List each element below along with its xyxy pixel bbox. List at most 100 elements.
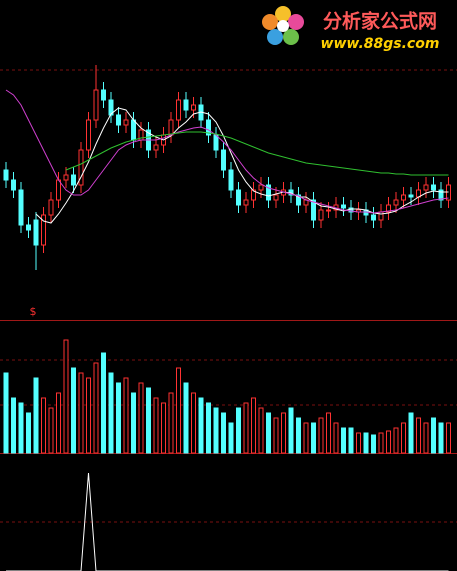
- volume-bar: [56, 392, 61, 454]
- candle-body: [296, 194, 301, 206]
- volume-bar: [401, 422, 406, 454]
- candle-body: [3, 169, 9, 181]
- candle-body: [63, 174, 69, 181]
- volume-bar: [153, 397, 159, 454]
- volume-bar: [78, 372, 84, 454]
- volume-bar: [446, 422, 451, 454]
- volume-bar: [251, 397, 256, 454]
- volume-bar: [131, 392, 136, 454]
- candle-body: [228, 169, 234, 191]
- candle-body: [408, 194, 414, 198]
- volume-bar: [378, 432, 384, 454]
- candle-body: [386, 204, 391, 213]
- volume-bar: [273, 417, 279, 454]
- candle-body: [311, 199, 316, 221]
- candle-body: [183, 99, 189, 111]
- candle-body: [123, 119, 129, 126]
- volume-bar: [318, 417, 324, 454]
- volume-bar: [408, 412, 414, 454]
- volume-bar: [26, 412, 31, 454]
- moving-average: [65, 131, 449, 176]
- candle-body: [18, 189, 24, 226]
- volume-bar: [333, 422, 339, 454]
- volume-bar: [138, 382, 144, 454]
- volume-bar: [48, 407, 54, 454]
- volume-bar: [221, 412, 226, 454]
- volume-bar: [303, 422, 309, 454]
- candle-body: [86, 119, 91, 151]
- volume-bar: [341, 427, 346, 454]
- candle-body: [438, 189, 444, 201]
- volume-bar: [116, 382, 121, 454]
- volume-bar: [266, 412, 271, 454]
- volume-bar: [206, 402, 211, 454]
- candle-body: [101, 89, 106, 101]
- candle-body: [431, 184, 436, 191]
- volume-bar: [281, 412, 286, 454]
- candle-body: [56, 179, 61, 201]
- volume-bar: [123, 377, 129, 454]
- volume-bar: [191, 392, 196, 454]
- volume-bar: [213, 407, 219, 454]
- volume-bar: [101, 352, 106, 454]
- candle-body: [48, 199, 54, 216]
- candle-body: [131, 119, 136, 141]
- volume-bar: [198, 397, 204, 454]
- watermark-url: www.88gs.com: [321, 36, 440, 52]
- volume-bar: [431, 417, 436, 454]
- volume-bar: [161, 402, 166, 454]
- volume-bar: [371, 434, 376, 454]
- volume-bar: [86, 377, 91, 454]
- candle-body: [41, 214, 46, 246]
- candle-body: [206, 119, 211, 136]
- volume-bar: [356, 432, 361, 454]
- volume-bar: [236, 407, 241, 454]
- candle-body: [371, 214, 376, 221]
- candle-body: [33, 219, 39, 246]
- volume-bar: [288, 407, 294, 454]
- candle-body: [191, 104, 196, 111]
- candle-body: [273, 194, 279, 201]
- volume-bar: [168, 392, 174, 454]
- volume-bar: [71, 367, 76, 454]
- volume-bar: [393, 427, 399, 454]
- volume-bar: [146, 387, 151, 454]
- volume-bar: [311, 422, 316, 454]
- candle-body: [78, 149, 84, 186]
- volume-bar: [18, 402, 24, 454]
- candle-body: [168, 119, 174, 136]
- volume-bar: [348, 427, 354, 454]
- logo: [262, 6, 304, 45]
- candle-body: [341, 204, 346, 209]
- candle-body: [266, 184, 271, 201]
- candle-body: [378, 211, 384, 221]
- watermark-title: 分析家公式网: [323, 10, 437, 33]
- candle-body: [326, 209, 331, 212]
- volume-bar: [423, 422, 429, 454]
- candle-body: [71, 174, 76, 186]
- candle-body: [11, 179, 16, 191]
- volume-bar: [326, 412, 331, 454]
- volume-bar: [438, 422, 444, 454]
- moving-average: [5, 89, 449, 214]
- volume-bar: [11, 397, 16, 454]
- volume-bar: [296, 417, 301, 454]
- candle-body: [243, 199, 249, 206]
- candle-body: [318, 209, 324, 221]
- candle-body: [236, 189, 241, 206]
- annotation: $: [30, 305, 37, 318]
- candle-body: [176, 99, 181, 121]
- volume-bar: [3, 372, 9, 454]
- volume-bar: [386, 430, 391, 454]
- candle-body: [401, 194, 406, 201]
- volume-bar: [93, 362, 99, 454]
- candle-body: [93, 89, 99, 121]
- volume-bar: [183, 382, 189, 454]
- candle-body: [153, 144, 159, 151]
- volume-bar: [176, 367, 181, 454]
- volume-bar: [33, 377, 39, 454]
- candle-body: [26, 224, 31, 231]
- candle-body: [213, 134, 219, 151]
- volume-bar: [108, 372, 114, 454]
